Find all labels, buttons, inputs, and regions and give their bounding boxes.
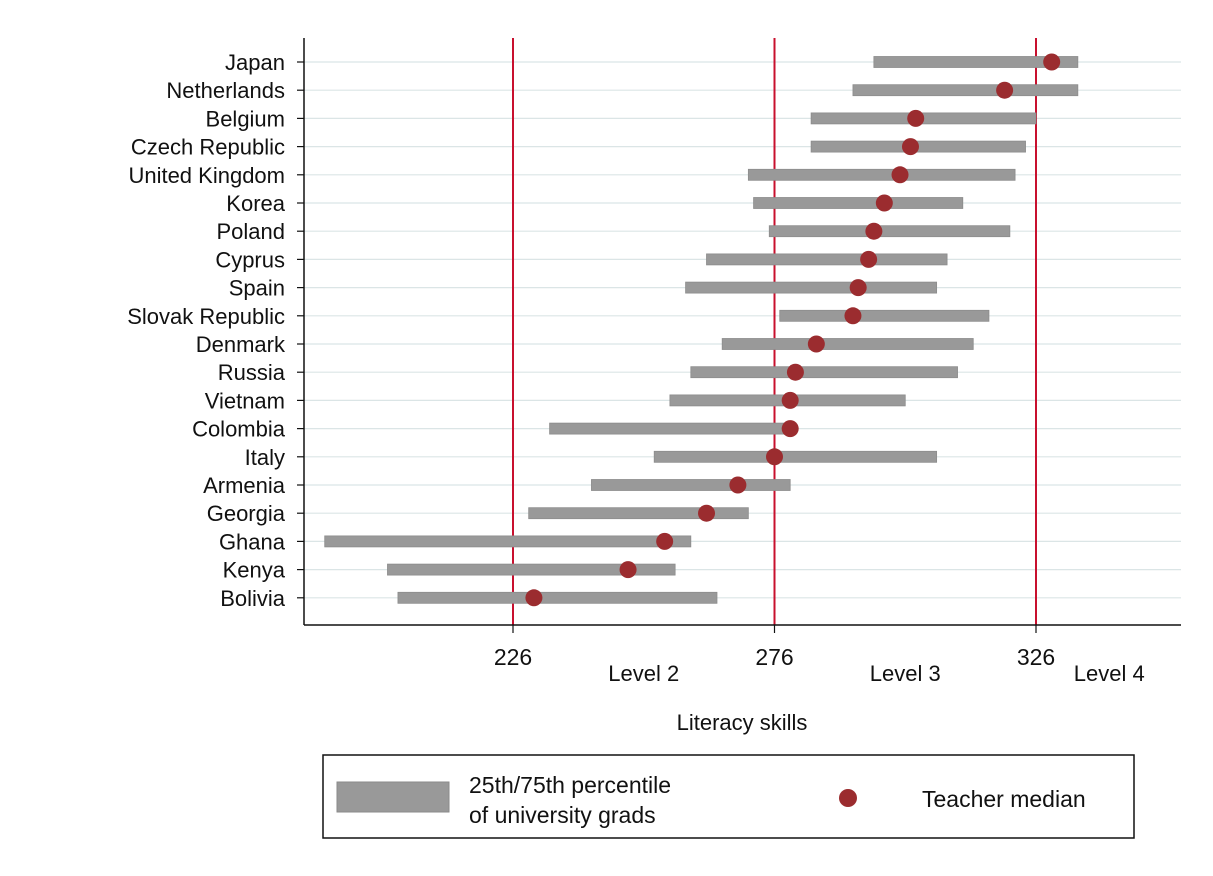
median-dot <box>656 532 674 550</box>
y-tick-label: Belgium <box>206 106 285 131</box>
x-tick-label: 276 <box>755 644 793 670</box>
percentile-bar <box>324 535 692 548</box>
x-tick-label: 226 <box>494 644 532 670</box>
median-dot <box>901 138 919 156</box>
median-dot <box>996 81 1014 99</box>
y-tick-label: United Kingdom <box>128 163 285 188</box>
percentile-bar <box>768 225 1011 238</box>
legend-dot-swatch <box>839 789 857 807</box>
y-tick-label: Slovak Republic <box>127 304 285 329</box>
legend-bar-label-line2: of university grads <box>469 802 656 828</box>
labels: Japan Netherlands Belgium Czech Republic Uni… <box>127 50 1144 686</box>
x-axis-title: Literacy skills <box>677 710 808 735</box>
y-tick-label: Armenia <box>203 473 286 498</box>
median-dot <box>766 448 783 466</box>
y-tick-label: Denmark <box>196 332 286 357</box>
y-tick-label: Russia <box>218 360 286 385</box>
percentile-bar <box>685 281 938 294</box>
median-dot <box>786 363 804 381</box>
y-tick-label: Vietnam <box>205 388 285 413</box>
median-dot <box>698 504 716 522</box>
y-tick-label: Czech Republic <box>131 135 285 160</box>
percentile-bar <box>873 56 1079 68</box>
y-tick-label: Poland <box>216 219 285 244</box>
y-tick-label: Netherlands <box>166 78 285 103</box>
legend-bar-label-line1: 25th/75th percentile <box>469 772 671 798</box>
y-tick-label: Korea <box>226 191 285 216</box>
y-tick-label: Colombia <box>192 417 286 442</box>
legend-dot-label: Teacher median <box>922 786 1086 812</box>
percentile-bar <box>397 591 718 604</box>
median-dot <box>875 194 893 212</box>
percentile-bars <box>324 56 1079 604</box>
median-dot <box>1043 53 1061 71</box>
median-dot <box>844 307 862 325</box>
y-tick-label: Kenya <box>223 558 286 583</box>
percentile-bar <box>387 563 676 576</box>
legend: 25th/75th percentile of university grads… <box>322 754 1135 839</box>
median-dot <box>781 391 799 409</box>
median-dot <box>807 335 825 353</box>
median-dot <box>525 589 543 607</box>
percentile-bar <box>852 84 1079 97</box>
percentile-bar <box>653 450 938 463</box>
level-label: Level 4 <box>1074 661 1145 686</box>
median-dot <box>907 109 925 127</box>
median-dot <box>860 250 878 268</box>
reference-lines <box>512 38 1037 625</box>
y-tick-label: Spain <box>229 276 285 301</box>
median-dot <box>865 222 883 240</box>
y-tick-label: Ghana <box>219 529 286 554</box>
median-dot <box>891 166 909 184</box>
x-tick-label: 326 <box>1017 644 1055 670</box>
legend-bar-swatch <box>336 781 450 813</box>
y-tick-label: Bolivia <box>220 586 286 611</box>
y-tick-label: Japan <box>225 50 285 75</box>
median-dot <box>729 476 747 494</box>
percentile-bar <box>528 507 749 520</box>
percentile-bar <box>753 197 964 209</box>
median-dot <box>781 420 799 438</box>
percentile-bar <box>591 479 791 491</box>
percentile-bar <box>721 338 974 350</box>
y-tick-label: Italy <box>245 445 285 470</box>
percentile-bar <box>690 366 958 379</box>
y-tick-label: Cyprus <box>215 247 285 272</box>
percentile-bar <box>549 422 786 435</box>
percentile-bar <box>747 168 1016 181</box>
level-label: Level 2 <box>608 661 679 686</box>
percentile-bar <box>706 253 948 266</box>
median-dot <box>849 279 867 297</box>
median-dot <box>619 561 637 579</box>
legend-box <box>322 754 1135 839</box>
axes <box>297 38 1181 633</box>
y-tick-label: Georgia <box>207 501 286 526</box>
level-label: Level 3 <box>870 661 941 686</box>
median-dots <box>525 53 1061 607</box>
percentile-bar <box>779 309 990 322</box>
